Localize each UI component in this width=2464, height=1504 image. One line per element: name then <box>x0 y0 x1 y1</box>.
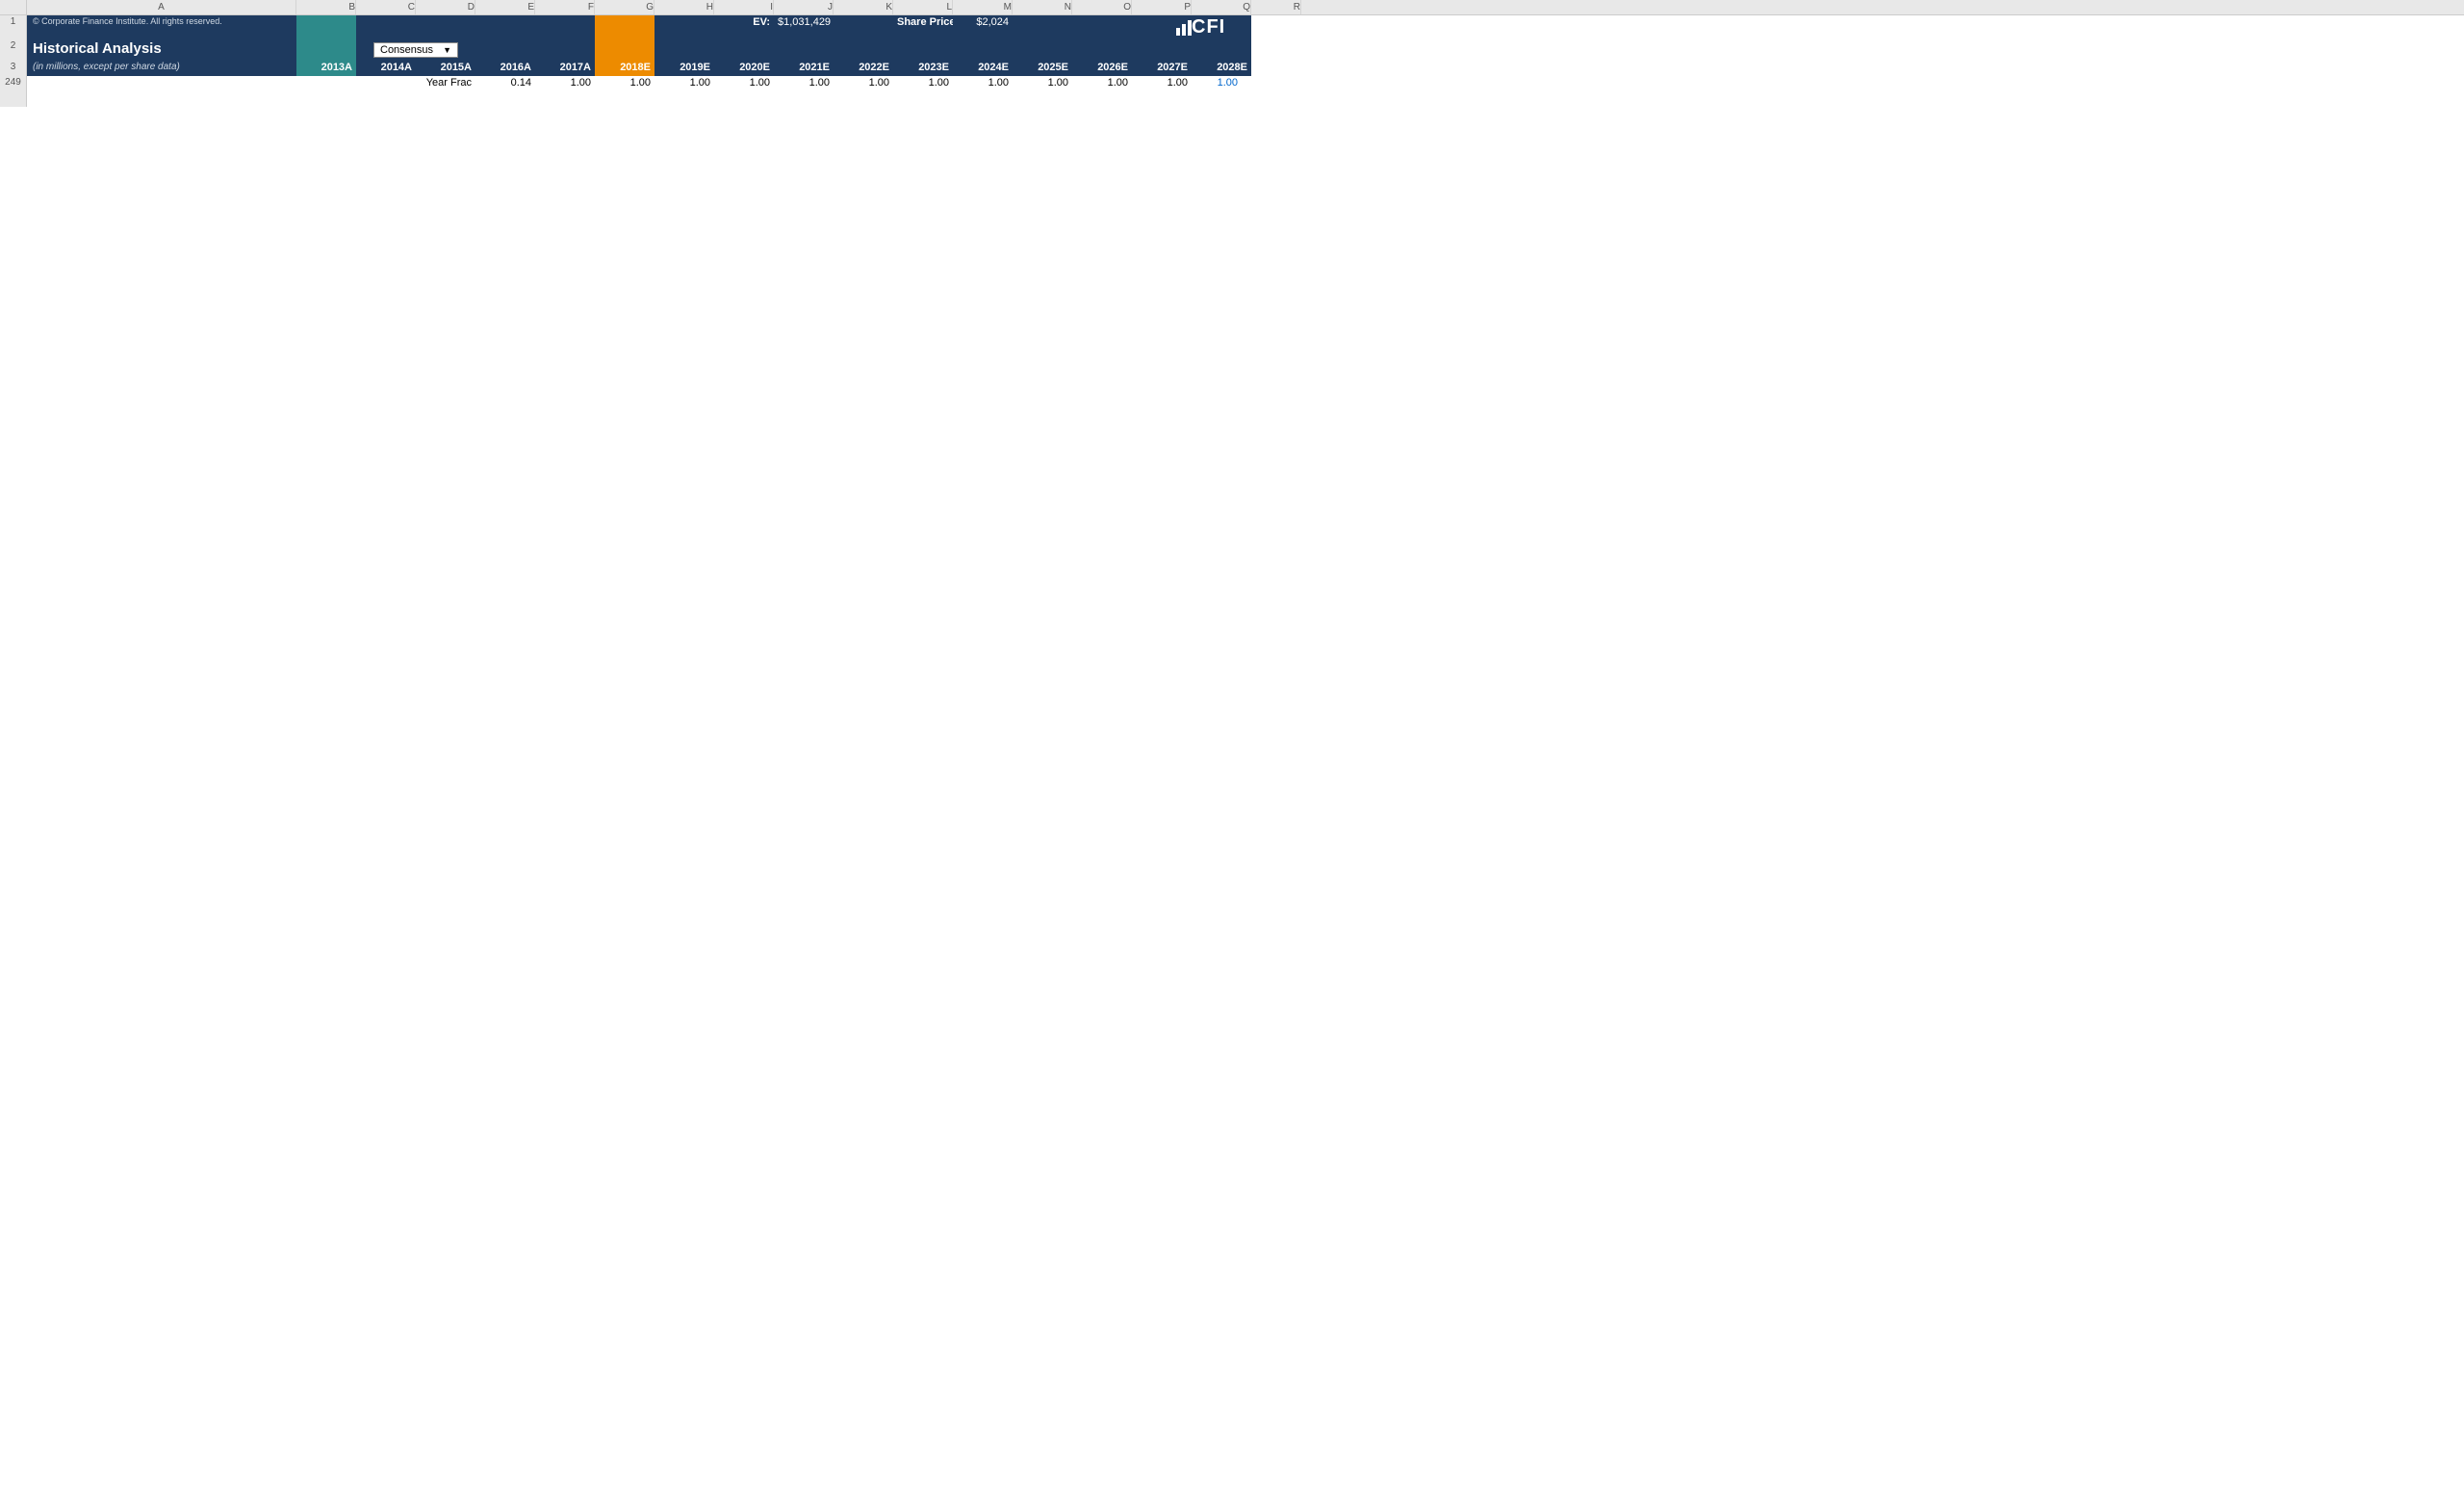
year-header: 2014A <box>356 61 416 76</box>
subtitle: (in millions, except per share data) <box>27 61 296 76</box>
year-header: 2024E <box>953 61 1013 76</box>
share-price-label: Share Price: <box>897 16 953 28</box>
col-header[interactable]: L <box>893 0 953 14</box>
row-number[interactable] <box>0 91 27 107</box>
row-label: Year Frac <box>416 76 475 91</box>
year-header: 2019E <box>654 61 714 76</box>
data-cell[interactable]: 1.00 <box>714 76 774 91</box>
data-cell[interactable]: 1.00 <box>535 76 595 91</box>
year-header: 2022E <box>834 61 893 76</box>
row-number[interactable]: 1 <box>0 15 27 39</box>
column-headers: A B C D E F G H I J K L M N O P Q R <box>0 0 2464 15</box>
data-cell[interactable]: 1.00 <box>654 76 714 91</box>
ev-value: $1,031,429 <box>774 15 834 39</box>
year-header: 2025E <box>1013 61 1072 76</box>
col-header[interactable]: N <box>1013 0 1072 14</box>
year-header: 2023E <box>893 61 953 76</box>
col-header[interactable]: A <box>27 0 296 14</box>
year-header: 2016A <box>475 61 535 76</box>
col-header[interactable]: B <box>296 0 356 14</box>
page-title: Historical Analysis <box>27 39 296 61</box>
col-header[interactable]: G <box>595 0 654 14</box>
data-cell[interactable]: 1.00 <box>834 76 893 91</box>
data-cell[interactable]: 1.00 <box>774 76 834 91</box>
col-header[interactable]: P <box>1132 0 1192 14</box>
data-cell[interactable]: 1.00 <box>953 76 1013 91</box>
row-number[interactable]: 2 <box>0 39 27 61</box>
year-header: 2013A <box>296 61 356 76</box>
year-header: 2015A <box>416 61 475 76</box>
ev-label: EV: <box>753 16 770 28</box>
row-number[interactable]: 3 <box>0 61 27 76</box>
data-cell[interactable]: 1.00 <box>1192 76 1242 91</box>
row-number[interactable]: 249 <box>0 76 27 91</box>
share-price-value: $2,024 <box>953 15 1013 39</box>
data-cell[interactable]: 1.00 <box>595 76 654 91</box>
col-header[interactable]: F <box>535 0 595 14</box>
year-header: 2027E <box>1132 61 1192 76</box>
row: 3 (in millions, except per share data) 2… <box>0 61 2464 76</box>
col-header[interactable]: R <box>1251 0 1301 14</box>
row: 2 Historical Analysis Consensus▼ <box>0 39 2464 61</box>
year-header: 2017A <box>535 61 595 76</box>
cfi-logo <box>1176 20 1192 36</box>
year-header: 2018E <box>595 61 654 76</box>
col-header[interactable]: I <box>714 0 774 14</box>
year-header: 2028E <box>1192 61 1251 76</box>
year-header: 2026E <box>1072 61 1132 76</box>
col-header[interactable]: O <box>1072 0 1132 14</box>
col-header[interactable]: Q <box>1192 0 1251 14</box>
col-header[interactable]: K <box>834 0 893 14</box>
col-header[interactable]: D <box>416 0 475 14</box>
col-header[interactable]: E <box>475 0 535 14</box>
col-header[interactable]: H <box>654 0 714 14</box>
spreadsheet: A B C D E F G H I J K L M N O P Q R 1 © … <box>0 0 2464 107</box>
row: 1 © Corporate Finance Institute. All rig… <box>0 15 2464 39</box>
cfi-logo-text: CFI <box>1192 16 1225 38</box>
col-header[interactable]: C <box>356 0 416 14</box>
chevron-down-icon: ▼ <box>443 45 451 55</box>
scenario-dropdown[interactable]: Consensus▼ <box>373 42 458 58</box>
data-cell[interactable]: 0.14 <box>475 76 535 91</box>
data-cell[interactable]: 1.00 <box>1072 76 1132 91</box>
data-cell[interactable]: 1.00 <box>1132 76 1192 91</box>
col-header[interactable]: M <box>953 0 1013 14</box>
data-cell[interactable]: 1.00 <box>893 76 953 91</box>
year-header: 2021E <box>774 61 834 76</box>
year-header: 2020E <box>714 61 774 76</box>
data-cell[interactable]: 1.00 <box>1013 76 1072 91</box>
col-header[interactable]: J <box>774 0 834 14</box>
copyright: © Corporate Finance Institute. All right… <box>27 15 296 39</box>
